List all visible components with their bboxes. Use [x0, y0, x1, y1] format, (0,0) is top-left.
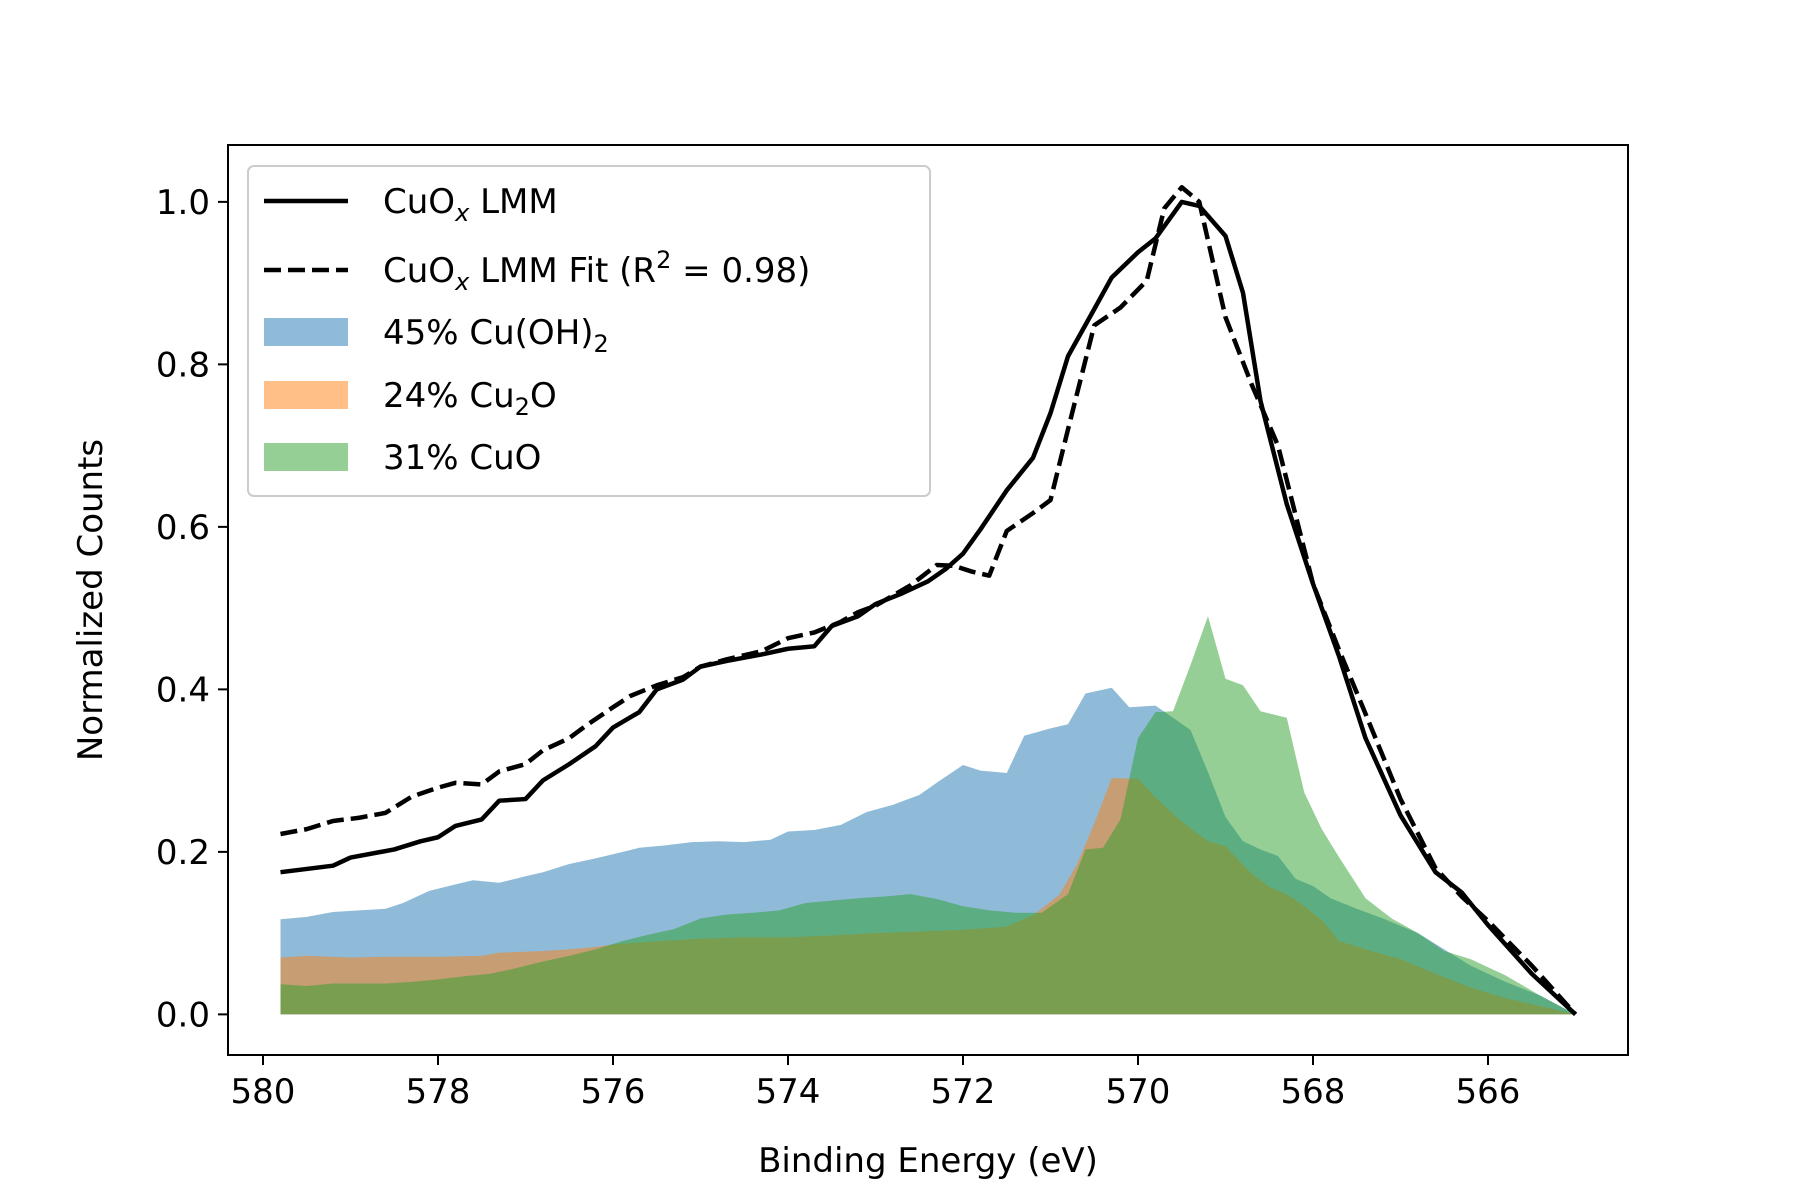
line-series-1 — [280, 185, 1578, 1016]
line-series-layer — [280, 185, 1578, 1017]
x-axis-label: Binding Energy (eV) — [758, 1141, 1098, 1181]
y-tick-label: 0.4 — [156, 670, 210, 710]
x-tick-label: 568 — [1281, 1072, 1346, 1112]
area-series-layer — [280, 616, 1576, 1015]
y-axis: 0.0 0.2 0.4 0.6 0.8 1.0 — [156, 183, 228, 1035]
x-axis: 580 578 576 574 572 570 568 566 — [231, 1055, 1521, 1112]
y-tick-label: 0.6 — [156, 508, 210, 548]
x-tick-label: 578 — [406, 1072, 471, 1112]
y-tick-label: 0.2 — [156, 833, 210, 873]
x-tick-label: 570 — [1106, 1072, 1171, 1112]
legend-label-0: CuOx LMM — [383, 182, 558, 227]
legend-label-1: CuOx LMM Fit (R2 = 0.98) — [383, 246, 810, 296]
legend-label-2: 45% Cu(OH)2 — [383, 313, 609, 358]
plot-frame — [227, 144, 1629, 1056]
legend-label-4: 31% CuO — [383, 438, 541, 478]
y-tick-label: 0.0 — [156, 995, 210, 1035]
y-tick-label: 0.8 — [156, 345, 210, 385]
area-series-4 — [280, 616, 1576, 1015]
line-series-0 — [280, 199, 1578, 1017]
x-tick-label: 572 — [931, 1072, 996, 1112]
y-tick-label: 1.0 — [156, 183, 210, 223]
x-tick-label: 576 — [581, 1072, 646, 1112]
legend-box — [247, 165, 931, 497]
legend-swatch-2 — [264, 318, 348, 346]
legend: CuOx LMM CuOx LMM Fit (R2 = 0.98) 45% Cu(O… — [247, 165, 931, 497]
x-tick-label: 580 — [231, 1072, 296, 1112]
x-tick-label: 574 — [756, 1072, 821, 1112]
legend-swatch-3 — [264, 381, 348, 409]
x-tick-label: 566 — [1456, 1072, 1521, 1112]
legend-swatch-4 — [264, 443, 348, 471]
legend-label-3: 24% Cu2O — [383, 376, 557, 421]
y-axis-label: Normalized Counts — [71, 439, 111, 761]
